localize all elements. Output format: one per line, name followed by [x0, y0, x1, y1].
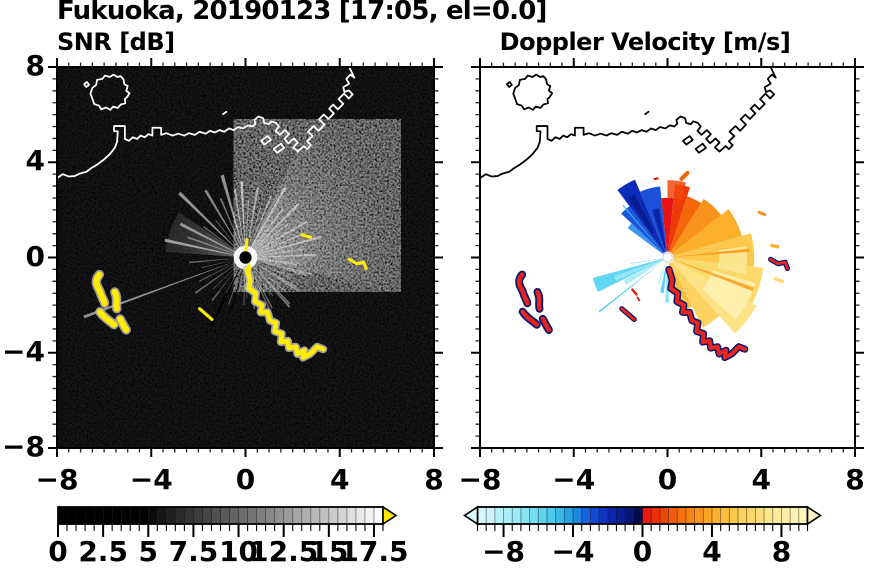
snr-y-tick-label: 8	[25, 49, 45, 82]
snr-colorbar-label: 0	[48, 535, 68, 568]
snr-colorbar	[57, 506, 384, 525]
snr-x-tick-label: −8	[35, 463, 79, 496]
snr-colorbar-label: 7.5	[168, 535, 219, 568]
snr-x-tick-label: 0	[235, 463, 256, 496]
doppler-colorbar-under-arrow	[463, 505, 479, 526]
snr-x-tick-label: −4	[129, 463, 173, 496]
coastline	[480, 67, 777, 180]
snr-colorbar-over-arrow	[382, 505, 398, 526]
snr-echo-layer	[57, 67, 434, 448]
snr-x-tick-label: 4	[330, 463, 350, 496]
snr-colorbar-label: 15	[309, 535, 349, 568]
snr-colorbar-label: 10	[219, 535, 259, 568]
doppler-plot	[480, 67, 855, 448]
snr-y-tick-label: −8	[2, 430, 45, 463]
doppler-colorbar-label: −8	[482, 535, 526, 568]
snr-colorbar-label: 17.5	[339, 535, 409, 568]
doppler-x-tick-label: 4	[751, 463, 771, 496]
doppler-colorbar-over-arrow	[806, 505, 822, 526]
doppler-colorbar-label: 4	[702, 535, 722, 568]
figure-title: Fukuoka, 20190123 [17:05, el=0.0]	[57, 0, 547, 26]
doppler-echo-layer	[480, 67, 791, 362]
snr-plot	[57, 67, 434, 448]
doppler-colorbar-label: 0	[632, 535, 653, 568]
doppler-panel-title: Doppler Velocity [m/s]	[499, 28, 791, 56]
doppler-x-tick-label: −8	[458, 463, 502, 496]
snr-y-tick-label: −4	[2, 334, 45, 368]
snr-colorbar-label: 12.5	[249, 535, 319, 568]
snr-colorbar-label: 2.5	[78, 535, 128, 568]
doppler-x-tick-label: −4	[552, 463, 596, 496]
snr-y-tick-label: 0	[25, 239, 45, 273]
snr-x-tick-label: 8	[424, 463, 444, 496]
snr-panel-title: SNR [dB]	[57, 28, 175, 56]
snr-colorbar-label: 5	[138, 535, 159, 568]
doppler-colorbar-label: −4	[551, 535, 595, 568]
snr-y-tick-label: 4	[25, 144, 45, 178]
doppler-colorbar	[476, 506, 809, 525]
doppler-x-tick-label: 8	[845, 463, 865, 496]
doppler-colorbar-label: 8	[771, 535, 792, 568]
doppler-x-tick-label: 0	[657, 463, 678, 496]
